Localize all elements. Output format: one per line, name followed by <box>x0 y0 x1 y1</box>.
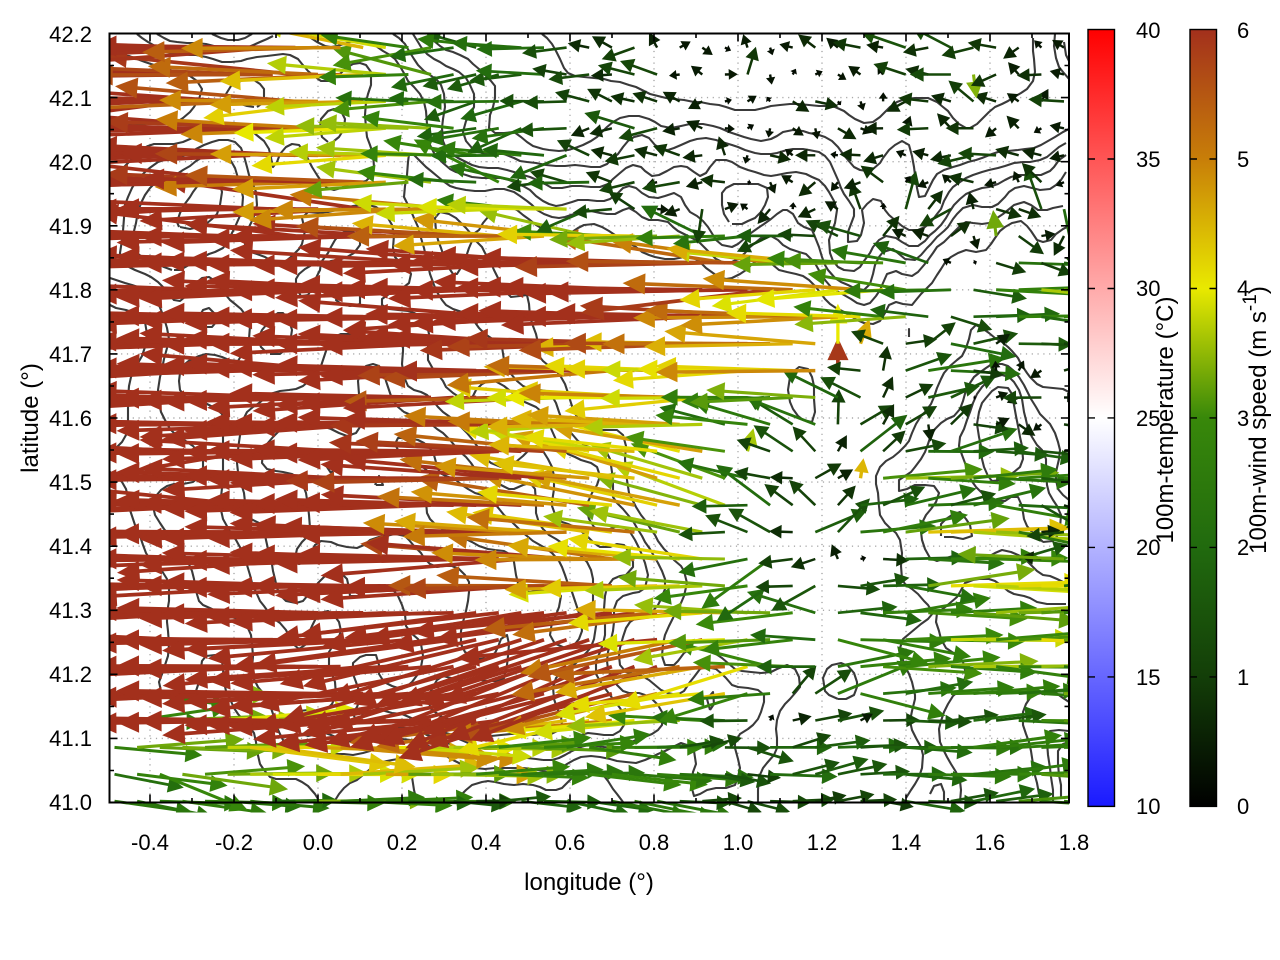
svg-text:0.4: 0.4 <box>471 830 502 855</box>
svg-text:41.4: 41.4 <box>49 534 92 559</box>
svg-text:41.8: 41.8 <box>49 278 92 303</box>
svg-text:100m-temperature (°C): 100m-temperature (°C) <box>1152 296 1179 543</box>
svg-text:40: 40 <box>1136 18 1160 43</box>
svg-text:-0.4: -0.4 <box>131 830 169 855</box>
svg-text:4: 4 <box>1237 276 1249 301</box>
svg-text:41.3: 41.3 <box>49 598 92 623</box>
svg-text:20: 20 <box>1136 535 1160 560</box>
svg-text:42.2: 42.2 <box>49 22 92 47</box>
svg-text:41.2: 41.2 <box>49 662 92 687</box>
svg-text:1.4: 1.4 <box>891 830 922 855</box>
svg-text:30: 30 <box>1136 276 1160 301</box>
svg-text:1: 1 <box>1237 665 1249 690</box>
svg-text:10: 10 <box>1136 794 1160 819</box>
svg-text:0.0: 0.0 <box>303 830 334 855</box>
svg-text:6: 6 <box>1237 18 1249 43</box>
svg-text:3: 3 <box>1237 406 1249 431</box>
svg-text:41.6: 41.6 <box>49 406 92 431</box>
svg-text:41.5: 41.5 <box>49 470 92 495</box>
svg-text:0: 0 <box>1237 794 1249 819</box>
svg-text:-0.2: -0.2 <box>215 830 253 855</box>
svg-text:41.7: 41.7 <box>49 342 92 367</box>
svg-text:15: 15 <box>1136 665 1160 690</box>
svg-text:longitude (°): longitude (°) <box>524 869 654 896</box>
svg-text:41.9: 41.9 <box>49 214 92 239</box>
svg-text:25: 25 <box>1136 406 1160 431</box>
svg-text:5: 5 <box>1237 147 1249 172</box>
svg-text:1.8: 1.8 <box>1059 830 1090 855</box>
svg-text:1.6: 1.6 <box>975 830 1006 855</box>
svg-text:0.2: 0.2 <box>387 830 418 855</box>
svg-text:42.0: 42.0 <box>49 150 92 175</box>
svg-text:41.0: 41.0 <box>49 790 92 815</box>
svg-text:latitude (°): latitude (°) <box>17 363 44 473</box>
svg-text:100m-wind speed (m s-1): 100m-wind speed (m s-1) <box>1240 286 1272 554</box>
svg-text:0.8: 0.8 <box>639 830 670 855</box>
svg-text:1.2: 1.2 <box>807 830 838 855</box>
svg-text:1.0: 1.0 <box>723 830 754 855</box>
svg-text:41.1: 41.1 <box>49 726 92 751</box>
svg-text:42.1: 42.1 <box>49 86 92 111</box>
svg-text:2: 2 <box>1237 535 1249 560</box>
svg-text:0.6: 0.6 <box>555 830 586 855</box>
svg-text:35: 35 <box>1136 147 1160 172</box>
